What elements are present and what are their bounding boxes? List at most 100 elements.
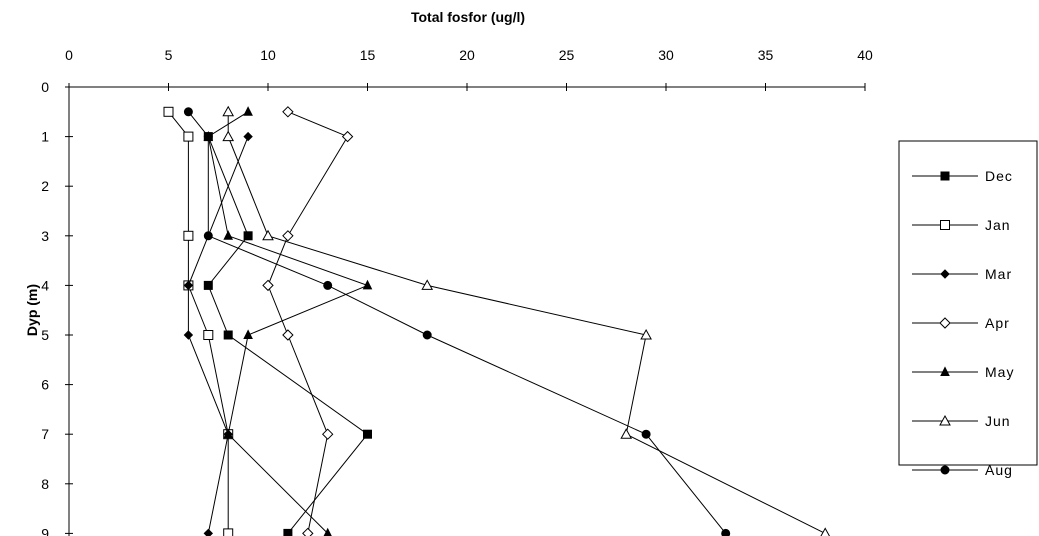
data-point-apr — [282, 329, 294, 341]
x-axis: 0 5 10 15 20 25 30 35 40 — [65, 47, 873, 91]
data-point-dec — [203, 280, 213, 290]
data-point-jun — [620, 428, 633, 439]
y-tick-label: 4 — [41, 277, 49, 293]
series-may — [203, 106, 373, 536]
legend-marker-jun — [939, 414, 951, 426]
data-point-jun — [262, 229, 274, 241]
x-tick-label: 30 — [658, 47, 674, 63]
data-point-apr — [321, 428, 334, 440]
y-tick-label: 8 — [41, 476, 49, 492]
y-tick-label: 7 — [41, 426, 49, 442]
legend-label-apr: Apr — [985, 315, 1010, 331]
data-point-mar — [183, 330, 194, 340]
data-point-may — [362, 279, 373, 290]
series-line-mar — [187, 136, 249, 534]
series-line-apr — [267, 111, 349, 534]
data-point-apr — [302, 527, 314, 536]
y-tick-label: 5 — [41, 327, 49, 343]
data-point-mar — [183, 280, 194, 291]
data-point-aug — [183, 107, 193, 117]
data-point-mar — [203, 528, 214, 536]
data-point-aug — [323, 280, 333, 290]
x-tick-label: 25 — [559, 47, 575, 63]
legend-marker-mar — [940, 269, 950, 279]
data-point-apr — [282, 106, 294, 118]
series-line-jun — [227, 111, 826, 534]
x-tick-label: 15 — [360, 47, 376, 63]
data-point-aug — [203, 231, 213, 241]
legend-item-apr: Apr — [912, 315, 1010, 331]
series-group — [163, 105, 830, 536]
x-tick-label: 0 — [65, 47, 73, 63]
data-point-jun — [640, 328, 652, 340]
data-point-aug — [422, 330, 432, 340]
legend-item-jan: Jan — [912, 217, 1011, 233]
legend-marker-aug — [940, 465, 950, 475]
legend-box — [898, 140, 1038, 466]
data-point-aug — [721, 528, 731, 536]
y-tick-label: 3 — [41, 228, 49, 244]
data-point-may — [223, 428, 234, 439]
legend-label-aug: Aug — [985, 462, 1013, 478]
data-point-jun — [222, 130, 235, 142]
data-point-jun — [421, 279, 434, 290]
data-point-may — [243, 329, 253, 339]
y-tick-label: 2 — [41, 178, 49, 194]
data-point-jan — [203, 330, 214, 340]
legend-item-aug: Aug — [912, 462, 1013, 478]
legend-item-mar: Mar — [912, 266, 1012, 282]
data-point-may — [243, 106, 253, 116]
legend-item-may: May — [912, 364, 1014, 380]
x-tick-label: 5 — [165, 47, 173, 63]
data-point-dec — [283, 528, 293, 536]
data-point-dec — [243, 231, 253, 241]
series-aug — [183, 107, 731, 536]
legend-label-jun: Jun — [985, 413, 1011, 429]
y-tick-label: 9 — [41, 525, 49, 536]
legend-label-dec: Dec — [985, 168, 1013, 184]
legend-item-dec: Dec — [912, 168, 1013, 184]
data-point-apr — [262, 279, 274, 292]
x-tick-label: 20 — [459, 47, 475, 63]
series-line-aug — [188, 111, 727, 534]
data-point-apr — [282, 230, 294, 242]
legend: Dec Jan Mar Apr May Jun Aug — [898, 140, 1038, 478]
series-apr — [262, 106, 354, 536]
data-point-may — [323, 527, 332, 536]
legend-marker-jan — [940, 220, 950, 230]
legend-label-mar: Mar — [985, 266, 1012, 282]
y-tick-label: 0 — [41, 79, 49, 95]
legend-marker-may — [940, 366, 950, 376]
data-point-jun — [820, 527, 830, 536]
data-point-dec — [223, 330, 233, 340]
legend-marker-apr — [939, 317, 951, 329]
legend-label-jan: Jan — [985, 217, 1011, 233]
data-point-jan — [163, 106, 174, 117]
data-point-jan — [223, 528, 234, 536]
series-line-dec — [207, 136, 369, 534]
data-point-aug — [641, 429, 651, 439]
data-point-jun — [222, 105, 235, 117]
data-point-apr — [341, 130, 354, 143]
y-axis-label: Dyp (m) — [24, 284, 40, 336]
legend-item-jun: Jun — [912, 413, 1011, 429]
x-tick-label: 10 — [260, 47, 276, 63]
legend-label-may: May — [985, 364, 1014, 380]
data-point-jan — [183, 230, 194, 241]
chart-title: Total fosfor (ug/l) — [411, 9, 525, 25]
data-point-aug — [203, 132, 213, 142]
data-point-may — [223, 230, 234, 240]
series-line-jan — [168, 111, 229, 534]
series-mar — [183, 131, 253, 536]
x-tick-label: 35 — [758, 47, 774, 63]
legend-marker-dec — [940, 171, 950, 181]
y-tick-label: 1 — [41, 129, 49, 145]
series-jun — [222, 105, 830, 536]
data-point-mar — [243, 131, 253, 142]
y-axis: 0 1 2 3 4 5 6 7 8 9 — [41, 79, 73, 536]
data-point-dec — [363, 429, 372, 439]
x-tick-label: 40 — [857, 47, 873, 63]
y-tick-label: 6 — [41, 377, 49, 393]
data-point-jan — [183, 131, 194, 142]
